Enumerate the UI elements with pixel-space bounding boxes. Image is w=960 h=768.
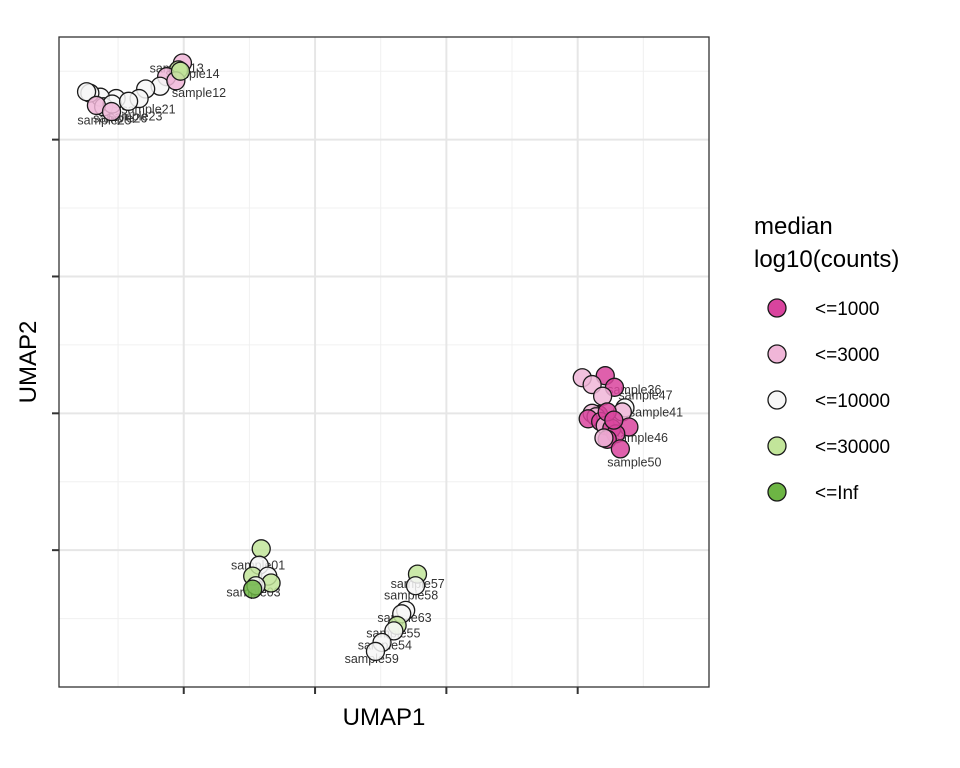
plot-border <box>58 36 710 688</box>
legend-label-4: <=Inf <box>815 483 859 504</box>
point-label-17: sample41 <box>629 406 683 420</box>
y-axis-title: UMAP2 <box>15 321 42 404</box>
data-point-25 <box>405 576 426 596</box>
legend-key-4 <box>767 482 787 502</box>
x-axis-title: UMAP1 <box>343 704 426 731</box>
legend-title-line-2: log10(counts) <box>754 246 899 273</box>
point-label-10: sample58 <box>384 588 438 602</box>
plot-background <box>59 37 709 687</box>
point-label-2: sample12 <box>172 86 226 100</box>
plot-panel: sample13sample14sample12sample21sample23… <box>58 36 710 688</box>
legend-label-0: <=1000 <box>815 299 879 320</box>
point-label-19: sample50 <box>607 456 661 470</box>
legend-key-1 <box>767 344 787 364</box>
data-point-11 <box>76 82 97 102</box>
point-label-4: sample23 <box>108 109 162 123</box>
legend-items: <=1000 <=3000 <=10000 <=30000 <=Inf <box>767 298 890 504</box>
data-point-17 <box>251 539 271 559</box>
data-point-50 <box>610 439 631 459</box>
legend-label-3: <=30000 <box>815 437 890 458</box>
grid-lines <box>59 37 709 687</box>
legend-key-2 <box>767 390 787 410</box>
legend-key-0 <box>767 298 787 318</box>
data-point-13 <box>118 91 139 111</box>
data-point-49 <box>594 428 614 448</box>
legend-key-3 <box>767 436 787 456</box>
data-point-29 <box>384 621 404 641</box>
axis-ticks <box>52 138 579 694</box>
legend: median log10(counts) <=1000 <=3000 <=10000… <box>754 213 899 504</box>
legend-title-line-1: median <box>754 213 833 240</box>
point-labels: sample13sample14sample12sample21sample23… <box>77 62 683 666</box>
data-point-31 <box>365 641 386 662</box>
data-point-15 <box>101 101 122 122</box>
data-point-23 <box>243 579 263 599</box>
legend-label-2: <=10000 <box>815 391 890 412</box>
data-point-16 <box>170 61 191 81</box>
legend-label-1: <=3000 <box>815 345 879 366</box>
data-point-52 <box>604 410 624 430</box>
point-label-16: sample47 <box>618 389 672 403</box>
data-points <box>76 53 639 662</box>
